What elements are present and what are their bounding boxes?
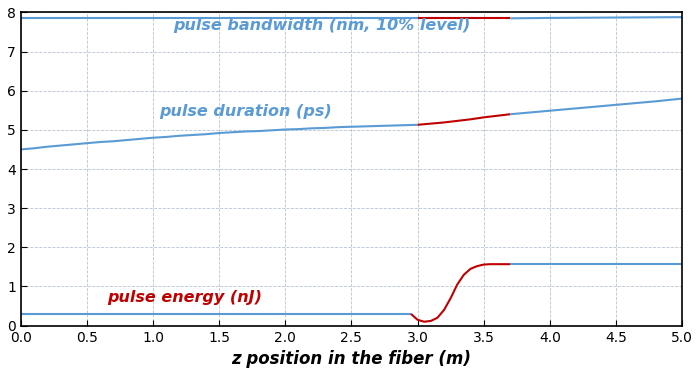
Text: pulse duration (ps): pulse duration (ps) xyxy=(160,104,332,119)
Text: pulse bandwidth (nm, 10% level): pulse bandwidth (nm, 10% level) xyxy=(173,18,470,33)
X-axis label: z position in the fiber (m): z position in the fiber (m) xyxy=(232,350,471,368)
Text: pulse energy (nJ): pulse energy (nJ) xyxy=(106,290,262,305)
